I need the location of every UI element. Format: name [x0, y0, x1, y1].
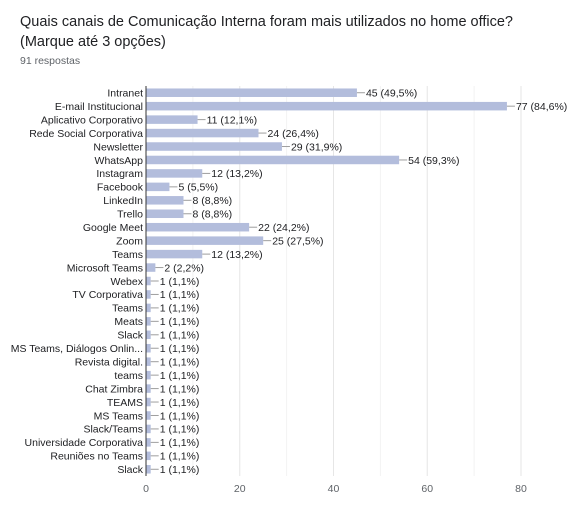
bar: [146, 451, 151, 461]
category-label: Google Meet: [83, 222, 143, 234]
bar: [146, 465, 151, 474]
value-label: 1 (1,1%): [160, 383, 200, 395]
value-label: 2 (2,2%): [164, 262, 204, 274]
category-label: LinkedIn: [103, 195, 143, 207]
value-label: 1 (1,1%): [160, 343, 200, 355]
category-label: Intranet: [107, 88, 143, 100]
value-label: 22 (24,2%): [258, 222, 309, 234]
value-label: 1 (1,1%): [160, 424, 200, 436]
bar: [146, 317, 151, 326]
value-label: 45 (49,5%): [366, 88, 417, 100]
value-label: 77 (84,6%): [516, 101, 567, 113]
category-label: Rede Social Corporativa: [29, 128, 143, 140]
bar: [146, 290, 151, 299]
value-label: 1 (1,1%): [160, 330, 200, 342]
category-label: Chat Zimbra: [85, 383, 143, 395]
category-label: TEAMS: [107, 397, 143, 409]
category-label: teams: [114, 370, 143, 382]
value-label: 1 (1,1%): [160, 397, 200, 409]
category-label: Aplicativo Corporativo: [41, 114, 143, 126]
category-label: Universidade Corporativa: [25, 437, 144, 449]
x-tick-label: 20: [234, 483, 246, 495]
value-label: 29 (31,9%): [291, 141, 342, 153]
value-label: 1 (1,1%): [160, 410, 200, 422]
value-label: 12 (13,2%): [211, 249, 262, 261]
bar: [146, 222, 250, 232]
category-label: Webex: [111, 276, 144, 288]
x-tick-label: 40: [328, 483, 340, 495]
value-label: 1 (1,1%): [160, 316, 200, 328]
category-label: Revista digital.: [75, 356, 143, 368]
value-label: 1 (1,1%): [160, 276, 200, 288]
bar: [146, 303, 151, 313]
bar: [146, 169, 203, 178]
bar: [146, 209, 184, 219]
category-label: Zoom: [116, 235, 143, 247]
value-label: 1 (1,1%): [160, 437, 200, 449]
bar: [146, 182, 170, 192]
category-label: Microsoft Teams: [67, 262, 143, 274]
bar: [146, 196, 184, 205]
category-label: Teams: [112, 303, 143, 315]
value-label: 1 (1,1%): [160, 303, 200, 315]
category-label: WhatsApp: [95, 155, 144, 167]
category-label: Newsletter: [93, 141, 143, 153]
bar: [146, 115, 198, 124]
value-label: 1 (1,1%): [160, 289, 200, 301]
value-label: 1 (1,1%): [160, 464, 200, 476]
bar: [146, 384, 151, 393]
x-tick-label: 60: [421, 483, 433, 495]
value-label: 8 (8,8%): [193, 209, 233, 221]
bar: [146, 236, 264, 245]
bar: [146, 128, 259, 138]
bar: [146, 438, 151, 447]
category-label: Slack: [117, 330, 143, 342]
value-label: 1 (1,1%): [160, 451, 200, 463]
bar: [146, 263, 156, 272]
bar: [146, 155, 400, 165]
bar: [146, 343, 151, 353]
value-label: 11 (12,1%): [207, 114, 258, 126]
x-tick-label: 0: [143, 483, 149, 495]
category-label: Reuniões no Teams: [50, 451, 143, 463]
x-tick-label: 80: [515, 483, 527, 495]
category-label: MS Teams: [94, 410, 143, 422]
category-label: Slack/Teams: [83, 424, 143, 436]
bar: [146, 276, 151, 286]
category-label: Meats: [114, 316, 143, 328]
value-label: 25 (27,5%): [272, 235, 323, 247]
category-label: TV Corporativa: [72, 289, 143, 301]
bar: [146, 411, 151, 420]
response-count: 91 respostas: [20, 55, 81, 67]
bar: [146, 424, 151, 434]
bar: [146, 370, 151, 380]
value-label: 1 (1,1%): [160, 370, 200, 382]
category-label: Facebook: [97, 182, 144, 194]
value-label: 8 (8,8%): [193, 195, 233, 207]
category-label: E-mail Institucional: [55, 101, 143, 113]
bar: [146, 249, 203, 259]
chart-title: Quais canais de Comunicação Interna fora…: [20, 14, 513, 50]
category-label: Trello: [117, 209, 143, 221]
category-label: Slack: [117, 464, 143, 476]
value-label: 12 (13,2%): [211, 168, 262, 180]
value-label: 54 (59,3%): [408, 155, 459, 167]
value-label: 24 (26,4%): [268, 128, 319, 140]
category-label: Teams: [112, 249, 143, 261]
value-label: 5 (5,5%): [178, 182, 218, 194]
category-label: MS Teams, Diálogos Onlin...: [11, 343, 143, 355]
value-label: 1 (1,1%): [160, 356, 200, 368]
bar: [146, 357, 151, 366]
bar: [146, 397, 151, 407]
bar: [146, 88, 357, 97]
bar: [146, 101, 507, 111]
bar: [146, 142, 282, 151]
bar: [146, 330, 151, 340]
category-label: Instagram: [96, 168, 143, 180]
